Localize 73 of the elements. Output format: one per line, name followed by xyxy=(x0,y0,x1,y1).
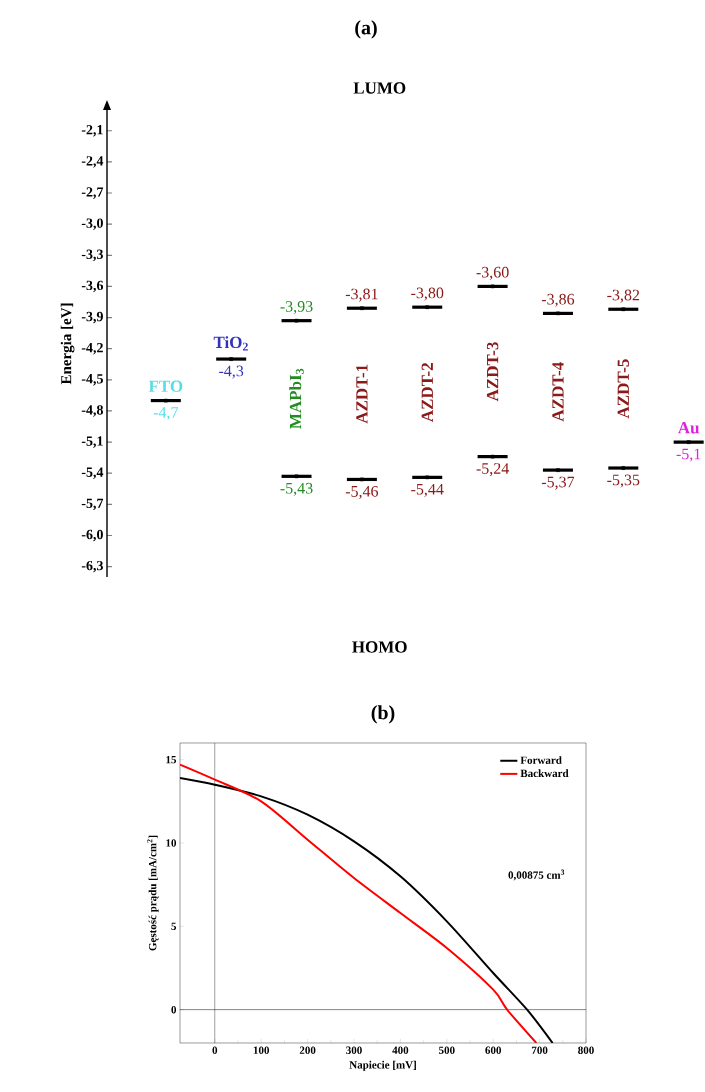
y-tick-label: -3,6 xyxy=(81,280,104,293)
legend-label: Forward xyxy=(520,756,562,764)
y-tick-label: -6,0 xyxy=(81,529,103,542)
point xyxy=(621,466,626,470)
y-tick-label: 15 xyxy=(166,755,177,764)
point xyxy=(229,357,233,361)
y-tick-label: 5 xyxy=(171,922,177,930)
annotation: 0,00875 cm$^{3}$ xyxy=(508,869,565,881)
point xyxy=(686,440,691,444)
x-tick-label: 400 xyxy=(392,1046,409,1054)
data-label: -5,24 xyxy=(476,463,510,477)
data-label: -4,3 xyxy=(219,365,244,379)
y-tick-label: -4,8 xyxy=(81,405,104,417)
y-tick-label: -5,1 xyxy=(81,436,103,448)
x-tick-label: 0 xyxy=(212,1046,218,1054)
x-tick-label: FTO xyxy=(148,380,183,393)
chart-title: (b) xyxy=(371,705,395,724)
chart-title: (a) xyxy=(355,20,377,39)
data-label: -5,1 xyxy=(676,448,701,462)
x-tick-label: AZDT-1 xyxy=(356,364,368,424)
text: LUMO xyxy=(353,82,406,94)
point xyxy=(425,475,430,480)
data-label: -5,35 xyxy=(607,474,640,488)
point xyxy=(294,474,299,479)
text: HOMO xyxy=(352,641,407,653)
x-tick-label: MAPbI$_{3}$ xyxy=(289,368,304,429)
y-tick-label: -2,1 xyxy=(81,125,103,137)
x-tick-label: 500 xyxy=(439,1046,455,1054)
legend-label: Backward xyxy=(520,769,569,778)
x-tick-label: AZDT-4 xyxy=(552,362,564,422)
y-tick-label: -6,3 xyxy=(81,560,103,573)
data-label: -3,80 xyxy=(411,287,444,301)
x-axis-title: Napiecie [mV] xyxy=(349,1060,416,1071)
y-tick-label: 0 xyxy=(171,1005,177,1014)
point xyxy=(556,468,560,472)
point xyxy=(490,284,495,289)
x-tick-label: 200 xyxy=(299,1046,316,1054)
y-axis-title: Gęstość prądu [mA/cm$^{2}$] xyxy=(147,835,159,951)
y-tick-label: -4,2 xyxy=(81,342,103,355)
y-tick-label: -2,7 xyxy=(81,187,104,199)
y-tick-label: -3,3 xyxy=(81,249,103,261)
data-label: -4,7 xyxy=(153,407,179,421)
y-tick-label: -3,0 xyxy=(81,218,103,230)
y-tick-label: -3,9 xyxy=(81,311,103,324)
point xyxy=(294,318,299,323)
x-tick-label: AZDT-3 xyxy=(486,342,499,402)
point xyxy=(425,305,430,309)
x-tick-label: TiO$_{2}$ xyxy=(213,336,248,351)
data-label: -5,43 xyxy=(280,482,313,496)
y-tick-label: -5,7 xyxy=(81,498,104,511)
data-label: -3,82 xyxy=(607,289,640,303)
x-tick-label: 100 xyxy=(253,1046,270,1054)
point xyxy=(621,307,626,312)
data-label: -3,93 xyxy=(280,301,313,315)
data-label: -5,44 xyxy=(411,483,444,497)
x-tick-label: AZDT-2 xyxy=(421,363,433,423)
x-tick-label: 300 xyxy=(346,1046,362,1054)
x-tick-label: 600 xyxy=(485,1046,502,1054)
y-tick-label: -5,4 xyxy=(81,467,104,479)
y-axis-title: Energia [eV] xyxy=(60,303,75,385)
x-tick-label: 700 xyxy=(531,1046,548,1054)
data-label: -5,37 xyxy=(541,476,575,490)
x-tick-label: AZDT-5 xyxy=(617,359,630,419)
data-label: -3,86 xyxy=(541,293,575,307)
data-label: -5,46 xyxy=(345,485,379,500)
point xyxy=(490,454,495,459)
data-label: -3,60 xyxy=(476,266,509,280)
x-tick-label: Au xyxy=(677,422,700,434)
y-tick-label: -4,5 xyxy=(81,374,103,386)
x-tick-label: 800 xyxy=(578,1046,594,1054)
y-tick-label: 10 xyxy=(166,839,177,847)
data-label: -3,81 xyxy=(345,288,378,302)
y-tick-label: -2,4 xyxy=(81,156,104,168)
